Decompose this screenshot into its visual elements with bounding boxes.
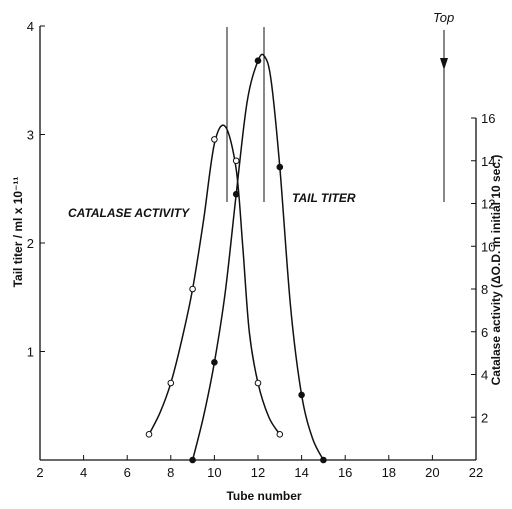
annotation-catalase-activity: CATALASE ACTIVITY xyxy=(68,206,190,220)
data-point-catalase-activity xyxy=(232,157,240,165)
data-point-tail-titer xyxy=(320,456,327,464)
x-tick-label: 10 xyxy=(207,465,221,480)
y-left-tick-label: 1 xyxy=(27,345,34,360)
y-right-tick-label: 12 xyxy=(481,197,495,212)
data-point-tail-titer xyxy=(232,190,240,198)
x-tick-label: 20 xyxy=(425,465,439,480)
data-point-tail-titer xyxy=(254,57,262,65)
x-tick-label: 6 xyxy=(124,465,131,480)
y-right-tick-label: 4 xyxy=(481,368,488,383)
annotation-top: Top xyxy=(433,10,454,25)
x-tick-label: 12 xyxy=(251,465,265,480)
y-right-tick-label: 14 xyxy=(481,154,495,169)
data-point-catalase-activity xyxy=(167,379,175,387)
series-line-tail-titer xyxy=(191,53,325,461)
y-right-tick-label: 8 xyxy=(481,282,488,297)
y-left-tick-label: 3 xyxy=(27,128,34,143)
x-tick-label: 16 xyxy=(338,465,352,480)
y-right-tick-label: 6 xyxy=(481,325,488,340)
series-line-catalase-activity xyxy=(148,124,281,435)
series-layer xyxy=(145,53,327,464)
y-axis-label-left: Tail titer / ml x 10⁻¹¹ xyxy=(11,177,25,288)
x-tick-label: 18 xyxy=(382,465,396,480)
y-right-tick-label: 10 xyxy=(481,239,495,254)
y-right-tick-label: 16 xyxy=(481,111,495,126)
data-point-tail-titer xyxy=(298,391,305,399)
data-point-catalase-activity xyxy=(211,136,218,143)
data-point-catalase-activity xyxy=(189,285,196,293)
x-tick-label: 2 xyxy=(36,465,43,480)
data-point-tail-titer xyxy=(189,456,196,464)
x-tick-label: 14 xyxy=(294,465,308,480)
top-arrow-head xyxy=(440,58,448,70)
annotation-tail-titer: TAIL TITER xyxy=(292,191,356,205)
data-point-catalase-activity xyxy=(145,431,153,438)
data-point-tail-titer xyxy=(211,359,218,366)
data-point-catalase-activity xyxy=(254,379,262,387)
x-tick-label: 22 xyxy=(469,465,483,480)
y-axis-label-right: Catalase activity (ΔO.D. in initial 10 s… xyxy=(489,155,503,386)
y-left-tick-label: 2 xyxy=(27,236,34,251)
x-tick-label: 4 xyxy=(80,465,87,480)
y-left-tick-label: 4 xyxy=(27,19,34,34)
x-tick-label: 8 xyxy=(167,465,174,480)
data-point-catalase-activity xyxy=(276,431,284,438)
data-point-tail-titer xyxy=(276,163,284,171)
y-right-tick-label: 2 xyxy=(481,410,488,425)
x-axis-label: Tube number xyxy=(226,489,301,503)
